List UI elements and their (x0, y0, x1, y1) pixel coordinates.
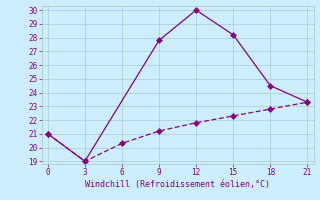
X-axis label: Windchill (Refroidissement éolien,°C): Windchill (Refroidissement éolien,°C) (85, 180, 270, 189)
